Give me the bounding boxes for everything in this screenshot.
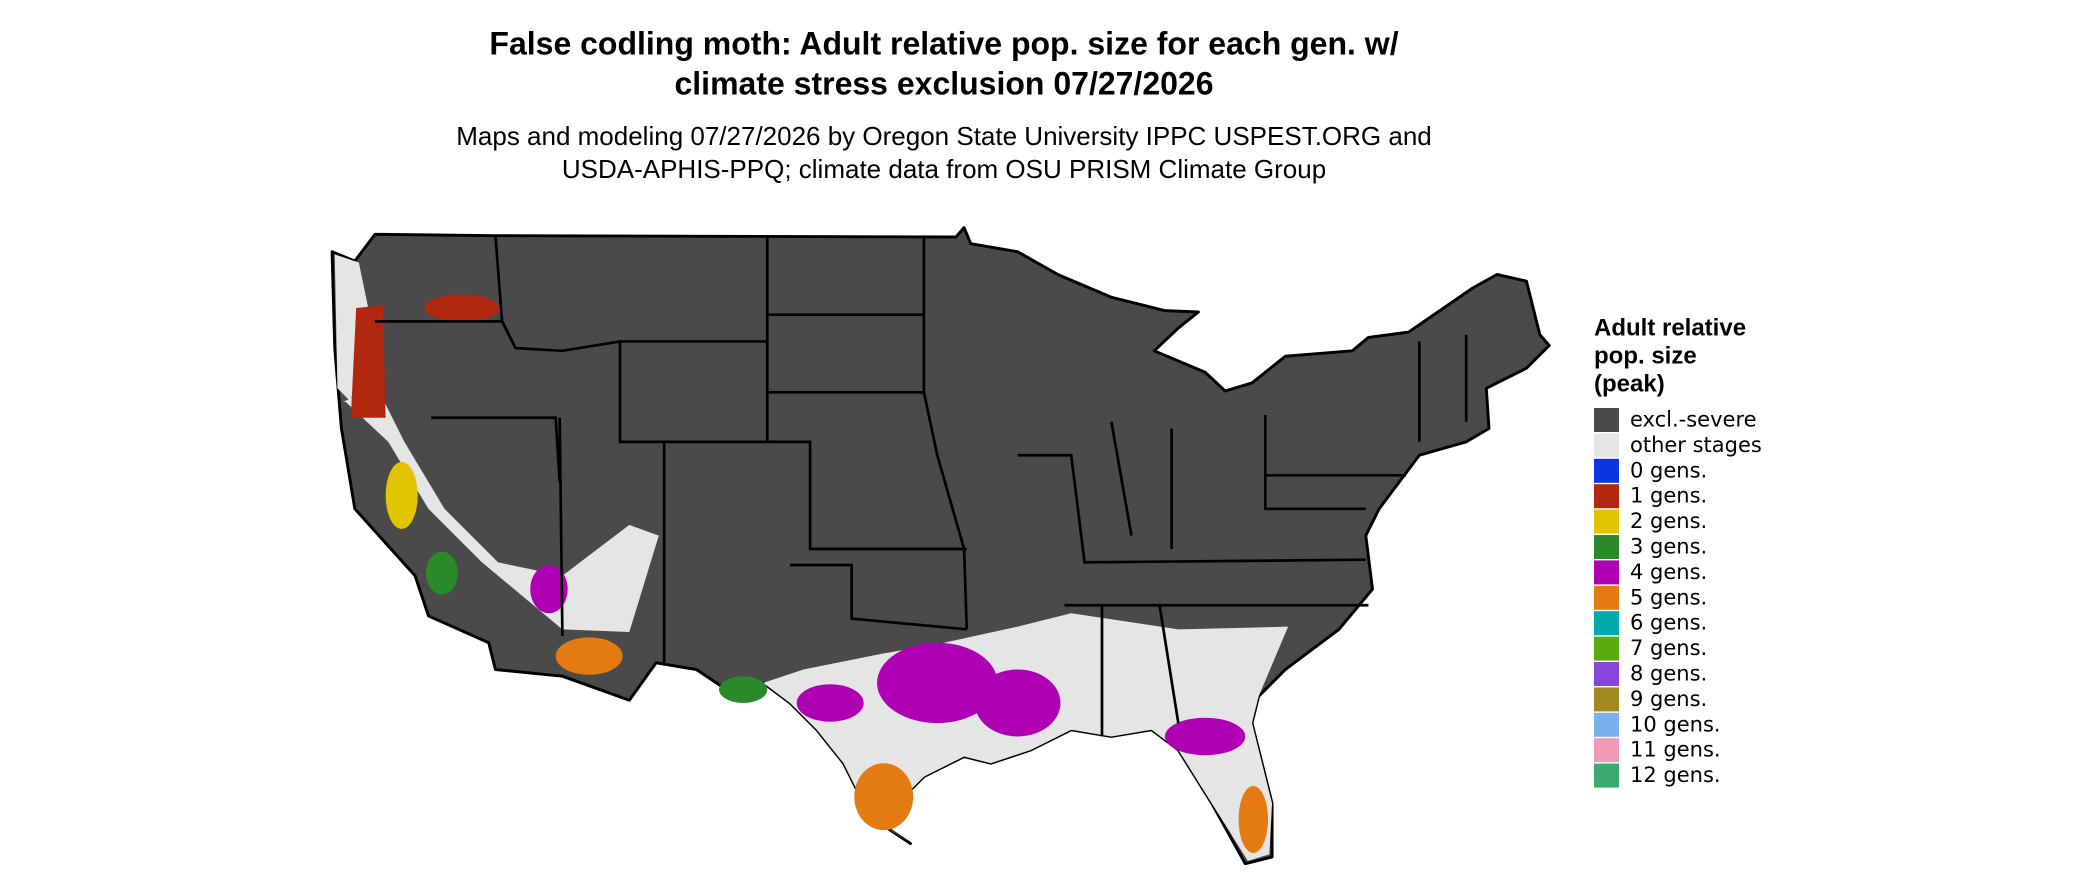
- subtitle-line: USDA-APHIS-PPQ; climate data from OSU PR…: [562, 154, 1326, 184]
- legend-swatch: [1594, 585, 1619, 610]
- legend-swatch: [1594, 712, 1619, 737]
- legend-label: other stages: [1630, 433, 1762, 457]
- legend-swatch: [1594, 662, 1619, 686]
- legend-label: 3 gens.: [1630, 535, 1707, 559]
- region-5-gen: [1238, 785, 1269, 853]
- legend-label: 10 gens.: [1630, 712, 1721, 736]
- state-borders: [374, 235, 1468, 737]
- legend-label: 1 gens.: [1630, 484, 1707, 508]
- legend-swatch: [1594, 763, 1619, 788]
- region-other-stages: [342, 388, 659, 633]
- us-map: [330, 226, 1551, 866]
- legend-label: 8 gens.: [1630, 662, 1707, 686]
- legend-label: 4 gens.: [1630, 560, 1707, 584]
- legend-title: (peak): [1594, 370, 1665, 397]
- region-2-gen: [385, 461, 418, 529]
- title-line: climate stress exclusion 07/27/2026: [674, 65, 1213, 101]
- legend-swatch: [1594, 484, 1619, 509]
- legend-label: 2 gens.: [1630, 509, 1707, 533]
- region-5-gen: [854, 763, 914, 831]
- legend-label: 7 gens.: [1630, 636, 1707, 660]
- legend-label: 6 gens.: [1630, 611, 1707, 635]
- region-4-gen: [974, 669, 1061, 737]
- legend-label: 12 gens.: [1630, 763, 1721, 787]
- legend-swatch: [1594, 408, 1619, 432]
- region-3-gen: [719, 676, 768, 703]
- legend-swatch: [1594, 738, 1619, 763]
- legend-title: Adult relative: [1594, 314, 1746, 341]
- legend-swatch: [1594, 687, 1619, 712]
- legend-label: 5 gens.: [1630, 585, 1707, 609]
- region-4-gen: [796, 684, 864, 722]
- legend-label: 0 gens.: [1630, 458, 1707, 482]
- region-1-gen: [350, 305, 386, 418]
- region-5-gen: [555, 637, 623, 675]
- legend-swatch: [1594, 560, 1619, 585]
- legend-swatch: [1594, 611, 1619, 636]
- legend-label: 9 gens.: [1630, 687, 1707, 711]
- title-line: False codling moth: Adult relative pop. …: [489, 25, 1398, 61]
- subtitle-line: Maps and modeling 07/27/2026 by Oregon S…: [456, 121, 1432, 151]
- region-4-gen: [1164, 717, 1246, 756]
- legend-swatch: [1594, 509, 1619, 534]
- legend-title: pop. size: [1594, 342, 1697, 369]
- region-4-gen: [530, 565, 568, 614]
- legend-label: excl.-severe: [1630, 408, 1757, 432]
- legend-label: 11 gens.: [1630, 738, 1721, 762]
- legend-swatch: [1594, 535, 1619, 559]
- region-3-gen: [425, 551, 458, 595]
- region-1-gen: [424, 294, 500, 322]
- legend-swatch: [1594, 433, 1619, 458]
- legend-swatch: [1594, 458, 1619, 483]
- legend-swatch: [1594, 636, 1619, 661]
- region-other-stages: [334, 254, 369, 402]
- region-4-gen: [877, 642, 998, 724]
